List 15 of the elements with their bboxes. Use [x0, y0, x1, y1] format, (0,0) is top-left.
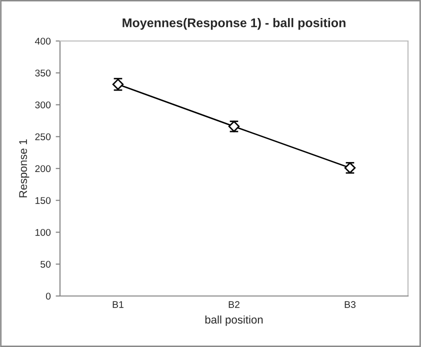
y-tick-label: 50	[40, 260, 51, 268]
y-tick-label: 200	[35, 165, 51, 172]
y-tick-label: 400	[34, 38, 51, 45]
x-tick-label: B2	[228, 301, 240, 308]
y-axis-title: Response 1	[19, 139, 30, 198]
y-tick-label: 0	[46, 292, 51, 300]
x-axis-title: ball position	[205, 315, 263, 326]
y-tick-label: 250	[35, 133, 51, 140]
x-tick-label: B3	[344, 301, 356, 308]
chart-title: Moyennes(Response 1) - ball position	[122, 18, 346, 30]
x-tick-label: B1	[112, 301, 124, 308]
y-tick-label: 350	[35, 70, 51, 76]
y-tick-label: 300	[35, 101, 51, 108]
y-tick-label: 150	[35, 197, 51, 204]
y-tick-label: 100	[35, 228, 51, 236]
